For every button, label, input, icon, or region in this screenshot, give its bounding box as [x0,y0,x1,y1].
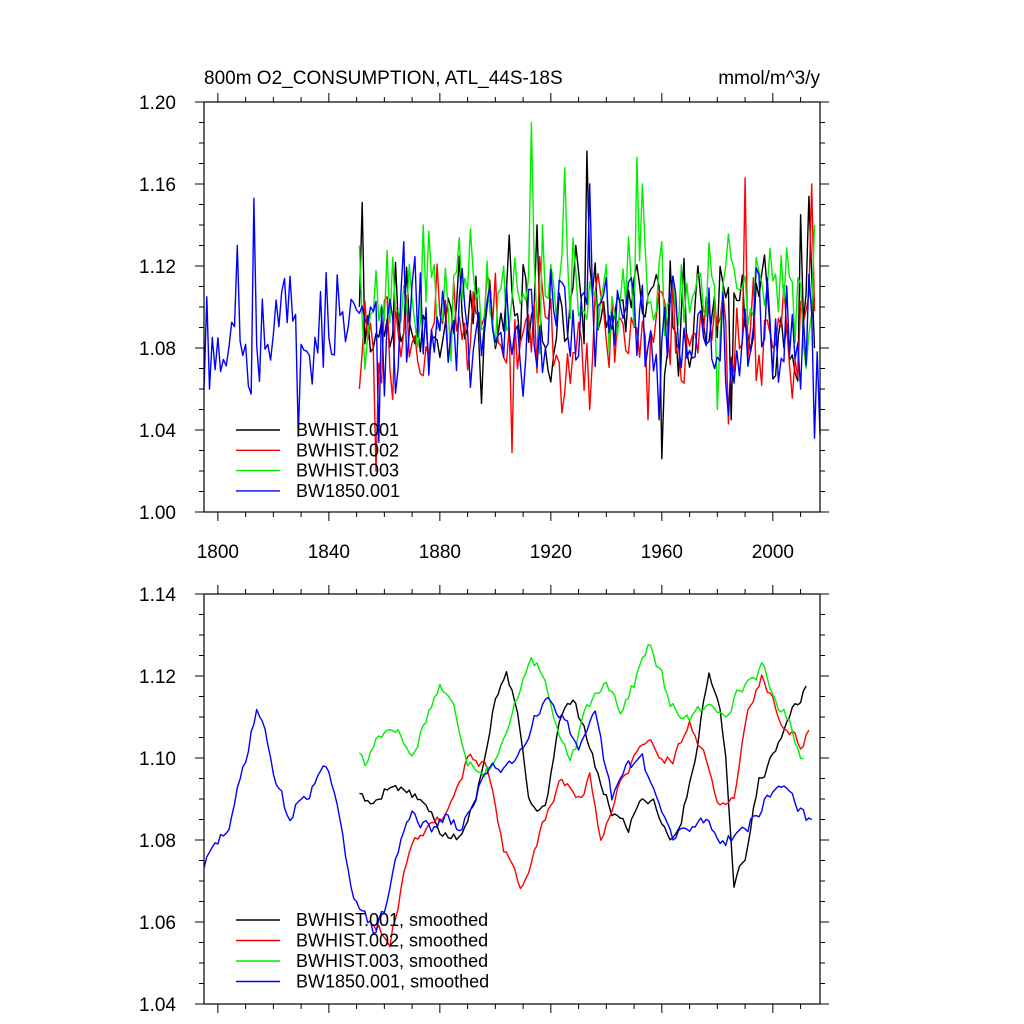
top-y-tick-label: 1.00 [139,503,176,524]
top-y-tick-label: 1.20 [139,93,176,114]
bottom-series-line-3 [358,644,804,778]
top-y-tick-label: 1.08 [139,339,176,360]
top-legend-label: BWHIST.001 [296,420,399,440]
top-chart-units: mmol/m^3/y [718,68,820,89]
bottom-y-tick-label: 1.06 [139,913,176,934]
top-x-tick-label: 1920 [530,542,572,563]
top-y-tick-label: 1.04 [139,421,176,442]
top-legend-label: BW1850.001 [296,481,400,501]
bottom-legend-label: BW1850.001, smoothed [296,972,489,992]
top-x-tick-label: 1840 [308,542,350,563]
bottom-y-tick-label: 1.10 [139,749,176,770]
bottom-y-tick-label: 1.12 [139,667,176,688]
bottom-legend-label: BWHIST.002, smoothed [296,931,488,951]
top-panel: 1800 1840 1880 1920 1960 2000 1.00 1.04 1.08 1.12… [139,93,829,563]
top-legend-label: BWHIST.002 [296,440,399,460]
top-series-line-4 [203,183,821,443]
top-y-tick-label: 1.12 [139,257,176,278]
top-series-line-2 [358,177,816,472]
bottom-series-line-2 [372,674,810,948]
bottom-legend-label: BWHIST.003, smoothed [296,951,488,971]
top-x-tick-label: 2000 [752,542,794,563]
top-series-line-3 [358,121,816,411]
bottom-panel: 1.04 1.06 1.08 1.10 1.12 1.14 BWHIST.001, smoo… [139,585,829,1016]
bottom-y-tick-label: 1.08 [139,831,176,852]
top-legend-label: BWHIST.003 [296,461,399,481]
bottom-y-tick-label: 1.14 [139,585,176,606]
bottom-series-line-1 [359,671,807,888]
top-y-tick-label: 1.16 [139,175,176,196]
top-x-tick-label: 1880 [419,542,461,563]
bottom-series-line-4 [203,696,813,935]
bottom-legend-label: BWHIST.001, smoothed [296,910,488,930]
top-x-tick-label: 1800 [197,542,239,563]
top-chart-title: 800m O2_CONSUMPTION, ATL_44S-18S [204,68,563,89]
top-x-tick-label: 1960 [641,542,683,563]
bottom-y-tick-label: 1.04 [139,995,176,1016]
